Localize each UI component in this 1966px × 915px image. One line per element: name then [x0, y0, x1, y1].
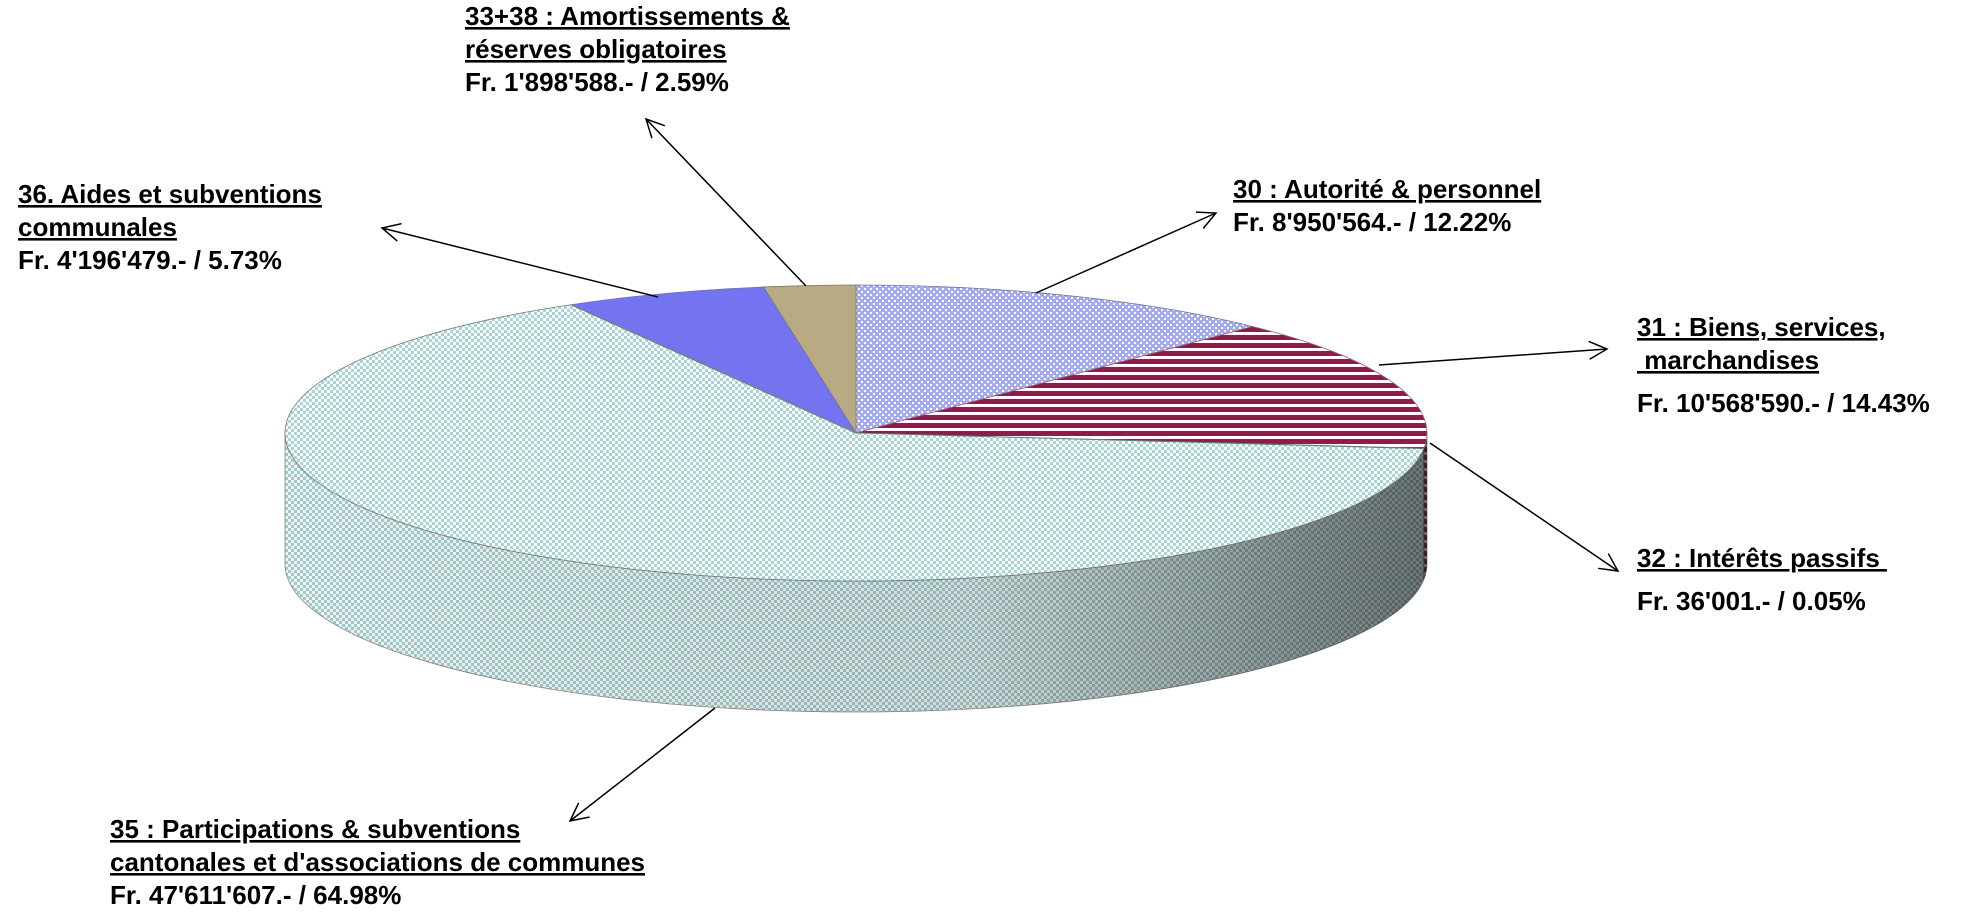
leader-line — [1035, 213, 1216, 294]
slice-label: 35 : Participations & subventions — [110, 814, 520, 844]
slice-label: 31 : Biens, services, — [1637, 312, 1886, 342]
value-label: Fr. 36'001.- / 0.05% — [1637, 586, 1866, 616]
slice-label: communales — [18, 212, 177, 242]
slice-label: cantonales et d'associations de communes — [110, 847, 645, 877]
slice — [284, 304, 1425, 582]
slice-label: réserves obligatoires — [465, 34, 727, 64]
value-label: Fr. 8'950'564.- / 12.22% — [1233, 207, 1511, 237]
slice — [855, 326, 1428, 449]
slice — [569, 286, 858, 434]
value-label: Fr. 10'568'590.- / 14.43% — [1637, 388, 1930, 418]
side-shade — [285, 433, 1427, 712]
value-label: Fr. 4'196'479.- / 5.73% — [18, 245, 282, 275]
leader-line — [1429, 442, 1618, 571]
value-label: Fr. 1'898'588.- / 2.59% — [465, 67, 729, 97]
leader-line — [382, 228, 659, 298]
slice-label: 32 : Intérêts passifs — [1637, 543, 1887, 573]
slice-label: 33+38 : Amortissements & — [465, 1, 790, 31]
leader-line — [646, 119, 807, 287]
slice — [762, 284, 857, 435]
leader-line — [570, 707, 716, 821]
value-label: Fr. 47'611'607.- / 64.98% — [110, 880, 401, 910]
slice-label: 36. Aides et subventions — [18, 179, 322, 209]
slice — [855, 284, 1255, 434]
leader-line — [1378, 349, 1607, 366]
slice-label: marchandises — [1637, 345, 1819, 375]
slice-label: 30 : Autorité & personnel — [1233, 174, 1541, 204]
